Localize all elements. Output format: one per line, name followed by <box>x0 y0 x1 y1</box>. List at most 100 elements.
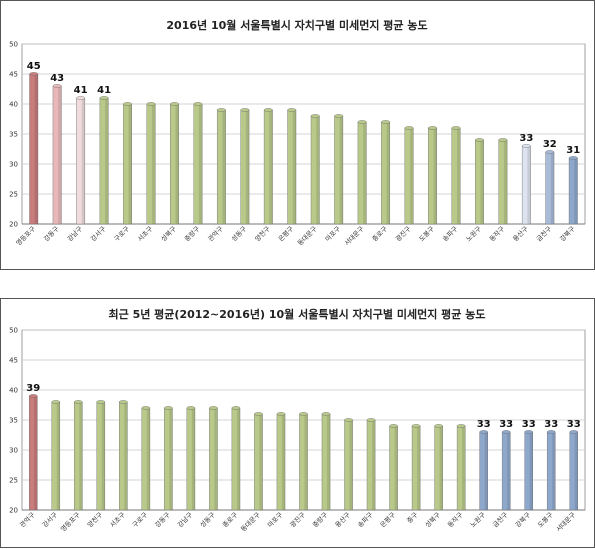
chart-2-bar-shade <box>191 408 195 510</box>
chart-2-bar-cap <box>411 424 421 428</box>
chart-2-bar-cap <box>209 406 218 410</box>
chart-1-bar-cap <box>357 120 367 124</box>
chart-1-bar-shade <box>222 110 226 224</box>
chart-1-y-tick-label: 25 <box>9 191 18 199</box>
chart-1: 2016년 10월 서울특별시 자치구별 미세먼지 평균 농도 20 25 30 35… <box>0 0 595 270</box>
chart-panel-1: 2016년 10월 서울특별시 자치구별 미세먼지 평균 농도 20 25 30 35… <box>0 0 595 270</box>
chart-1-bar-cap <box>287 108 297 112</box>
chart-2-bar-shade <box>462 426 466 510</box>
chart-2-bar-cap <box>546 430 556 434</box>
chart-1-bar-cap <box>404 126 414 130</box>
chart-2-bar-shade <box>281 414 286 510</box>
chart-2-bar-shade <box>214 408 218 510</box>
chart-1-y-tick-label: 50 <box>9 41 18 49</box>
chart-2-bar-shade <box>552 432 556 510</box>
chart-1-bar-cap <box>170 102 179 106</box>
chart-1-bar-cap <box>263 108 273 112</box>
chart-1-bar-shade <box>386 122 390 224</box>
chart-1-data-label: 41 <box>97 85 111 96</box>
chart-1-bar-cap <box>381 120 391 124</box>
chart-1-data-label: 31 <box>566 145 580 156</box>
chart-2-y-tick-label: 35 <box>9 417 18 425</box>
chart-1-bar-shade <box>198 104 203 224</box>
chart-2-bar-shade <box>484 432 488 510</box>
chart-1-bar-cap <box>29 72 39 76</box>
chart-1-bar-cap <box>545 150 555 154</box>
chart-2-bar-cap <box>321 412 331 416</box>
chart-1-bar-shade <box>292 110 296 224</box>
chart-2-bar-shade <box>574 432 578 510</box>
chart-1-bar-cap <box>216 108 226 112</box>
chart-1-y-tick-label: 45 <box>9 71 18 79</box>
chart-2-y-tick-label: 25 <box>9 477 18 485</box>
chart-1-bar-shade <box>175 104 179 224</box>
chart-2-data-label: 33 <box>522 419 536 430</box>
chart-1-data-label: 45 <box>27 61 41 72</box>
chart-2-bar-cap <box>479 430 488 434</box>
chart-2-y-tick-label: 20 <box>9 507 18 515</box>
chart-1-bar-cap <box>451 126 461 130</box>
chart-2-title: 최근 5년 평균(2012~2016년) 10월 서울특별시 자치구별 미세먼지… <box>109 307 486 321</box>
chart-2-y-tick-label: 45 <box>9 357 18 365</box>
chart-2-bar-shade <box>169 408 173 510</box>
chart-2-bar-shade <box>507 432 511 510</box>
chart-1-bar-cap <box>521 144 531 148</box>
chart-1-bar-cap <box>310 114 320 118</box>
chart-1-bar-shade <box>433 128 437 224</box>
chart-1-bar-shade <box>128 104 132 224</box>
chart-1-bar-cap <box>428 126 437 130</box>
chart-1-data-label: 33 <box>519 133 533 144</box>
chart-1-bar-cap <box>568 156 578 160</box>
chart-2-y-tick-label: 50 <box>9 327 18 335</box>
chart-1-bar-shade <box>410 128 414 224</box>
chart-2-bar-cap <box>501 430 511 434</box>
chart-1-bar-shade <box>339 116 343 224</box>
chart-1-bar-cap <box>146 102 156 106</box>
chart-2-bar-shade <box>417 426 421 510</box>
chart-2-data-label: 33 <box>567 419 581 430</box>
chart-2-bar-shade <box>326 414 331 510</box>
chart-1-bar-shade <box>152 104 156 224</box>
chart-1-bar-cap <box>240 108 250 112</box>
chart-2-bar-cap <box>231 406 241 410</box>
chart-1-bar-shade <box>550 152 555 224</box>
chart-1-y-tick-label: 40 <box>9 101 18 109</box>
chart-2-bar-cap <box>389 424 398 428</box>
chart-1-bar-shade <box>503 140 508 224</box>
chart-1-data-label: 41 <box>74 85 88 96</box>
chart-2-bar-shade <box>439 426 443 510</box>
chart-2-bar-cap <box>51 400 61 404</box>
chart-1-bar-shade <box>245 110 250 224</box>
chart-1-data-label: 43 <box>50 73 64 84</box>
chart-2: 최근 5년 평균(2012~2016년) 10월 서울특별시 자치구별 미세먼지… <box>0 298 595 548</box>
chart-2-bar-shade <box>349 420 353 510</box>
chart-2-y-tick-label: 30 <box>9 447 18 455</box>
chart-2-bar-shade <box>304 414 308 510</box>
chart-2-data-label: 33 <box>499 419 513 430</box>
chart-2-bar-cap <box>276 412 286 416</box>
chart-2-bar-cap <box>29 394 38 398</box>
chart-1-bar-cap <box>99 96 109 100</box>
chart-2-bar-shade <box>236 408 240 510</box>
chart-1-bar-cap <box>76 96 86 100</box>
chart-1-bar-cap <box>193 102 203 106</box>
chart-1-y-tick-label: 35 <box>9 131 18 139</box>
chart-2-bar-cap <box>299 412 308 416</box>
chart-1-bar-shade <box>574 158 578 224</box>
chart-2-bar-shade <box>372 420 376 510</box>
chart-1-bar-cap <box>498 138 508 142</box>
chart-1-bar-shade <box>269 110 273 224</box>
chart-2-bar-cap <box>434 424 443 428</box>
chart-1-bar-shade <box>480 140 484 224</box>
chart-1-bar-shade <box>34 74 38 224</box>
chart-2-bar-cap <box>254 412 263 416</box>
chart-2-bar-shade <box>56 402 60 510</box>
chart-1-bar-shade <box>456 128 461 224</box>
chart-1-bar-cap <box>52 84 62 88</box>
chart-2-data-label: 33 <box>544 419 558 430</box>
chart-1-y-tick-label: 20 <box>9 221 18 229</box>
chart-1-data-label: 32 <box>543 139 557 150</box>
chart-2-bar-shade <box>101 402 105 510</box>
chart-2-bar-cap <box>569 430 578 434</box>
chart-1-bar-cap <box>334 114 344 118</box>
